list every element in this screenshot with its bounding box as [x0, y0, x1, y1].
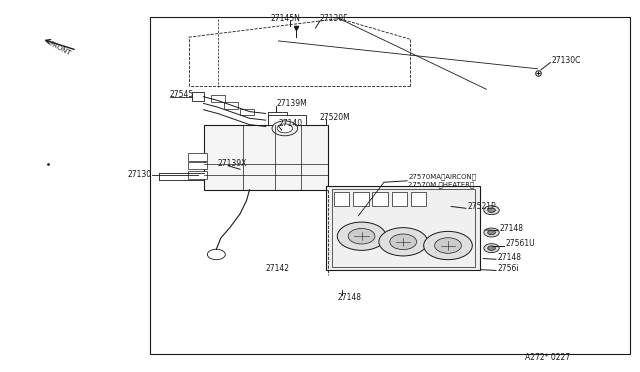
Circle shape	[277, 124, 292, 133]
Bar	[211, 95, 225, 102]
Text: FRONT: FRONT	[47, 40, 72, 57]
Bar	[268, 112, 287, 120]
Circle shape	[435, 238, 461, 253]
Bar	[204, 125, 328, 190]
Text: 27520M: 27520M	[320, 113, 351, 122]
Circle shape	[390, 234, 417, 250]
Text: A272* 0227: A272* 0227	[525, 353, 570, 362]
Bar	[332, 189, 475, 267]
Bar	[326, 186, 480, 270]
Text: 27130: 27130	[127, 170, 152, 179]
Text: 27148: 27148	[338, 293, 362, 302]
Text: 27142: 27142	[266, 264, 289, 273]
Bar	[240, 109, 254, 115]
Text: 27570MA〈AIRCON〉: 27570MA〈AIRCON〉	[408, 173, 476, 180]
Text: 27140: 27140	[278, 119, 303, 128]
Text: 27130F: 27130F	[320, 14, 349, 23]
Bar	[150, 17, 630, 354]
Text: 27521P: 27521P	[467, 202, 496, 211]
Bar	[411, 192, 426, 206]
Text: 27139X: 27139X	[218, 159, 247, 168]
Text: 27561U: 27561U	[506, 239, 535, 248]
Bar	[188, 153, 207, 161]
Circle shape	[488, 208, 495, 212]
Text: 27145N: 27145N	[271, 14, 301, 23]
Text: 27148: 27148	[499, 224, 524, 233]
Circle shape	[337, 222, 386, 250]
Circle shape	[348, 228, 375, 244]
Text: 27570M 〈HEATER〉: 27570M 〈HEATER〉	[408, 182, 475, 188]
Bar	[192, 92, 204, 101]
Circle shape	[488, 246, 495, 250]
Text: 27148: 27148	[497, 253, 521, 262]
Bar	[224, 102, 238, 109]
Text: 2756i: 2756i	[497, 264, 519, 273]
Bar	[188, 171, 207, 179]
Circle shape	[379, 228, 428, 256]
Circle shape	[488, 230, 495, 235]
Bar	[353, 192, 369, 206]
Circle shape	[484, 228, 499, 237]
Text: 27545: 27545	[170, 90, 194, 99]
Bar	[372, 192, 388, 206]
Bar	[188, 162, 207, 169]
Circle shape	[424, 231, 472, 260]
Text: 27130C: 27130C	[552, 56, 581, 65]
Circle shape	[484, 244, 499, 253]
Text: 27139M: 27139M	[276, 99, 307, 108]
Circle shape	[272, 121, 298, 136]
Bar	[392, 192, 407, 206]
Bar	[268, 115, 306, 125]
Bar	[334, 192, 349, 206]
Circle shape	[484, 206, 499, 215]
